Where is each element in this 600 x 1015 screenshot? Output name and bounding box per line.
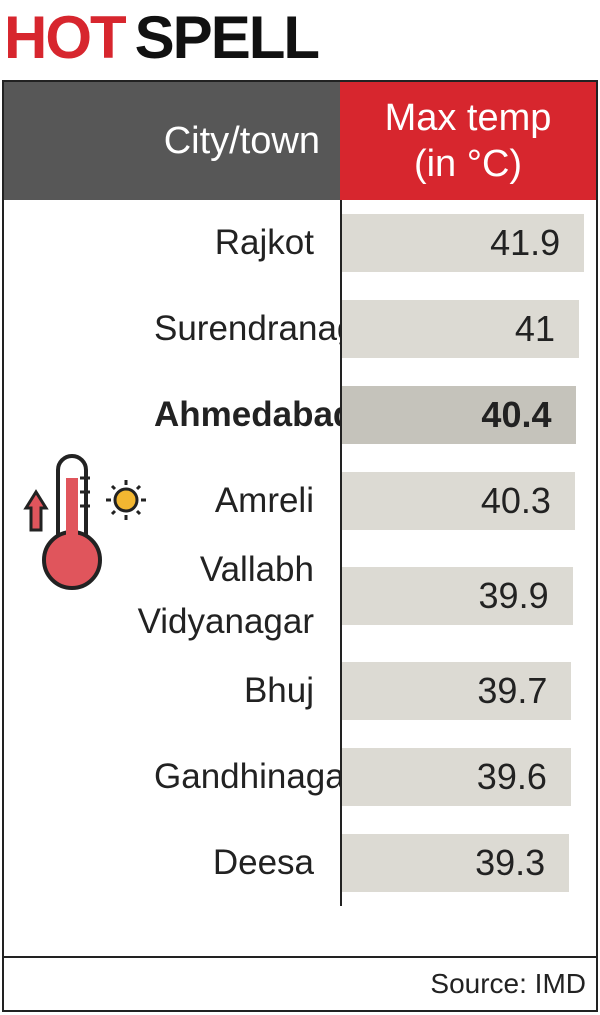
city-name: Deesa <box>212 843 314 882</box>
temp-value: 39.3 <box>475 842 546 883</box>
temp-value: 39.6 <box>476 756 547 797</box>
value-cell: 39.3 <box>340 834 596 892</box>
city-name: Bhuj <box>243 671 314 710</box>
temp-bar: 39.9 <box>342 567 573 625</box>
title-red: HOT <box>4 4 127 71</box>
city-name: Surendranagar <box>154 309 388 348</box>
value-cell: 39.6 <box>340 748 596 806</box>
value-cell: 40.3 <box>340 472 596 530</box>
column-header: City/town <box>4 82 340 200</box>
table-row: Amreli 40.3 <box>4 458 596 544</box>
table-row: Surendranagar 41 <box>4 286 596 372</box>
city-name: Vallabh Vidyanagar <box>137 550 314 641</box>
temp-bar: 39.6 <box>342 748 571 806</box>
city-name: Amreli <box>214 481 314 520</box>
thermometer-icon <box>23 454 146 590</box>
temp-value: 39.9 <box>478 575 549 616</box>
title: HOT SPELL <box>4 2 320 74</box>
temp-bar: 39.7 <box>342 662 572 720</box>
temp-bar: 40.3 <box>342 472 575 530</box>
city-name: Ahmedabad <box>154 395 355 434</box>
table-header: City/town Max temp (in °C) <box>4 82 596 200</box>
column-header: Max temp (in °C) <box>340 82 596 200</box>
temp-value: 39.7 <box>477 670 548 711</box>
temp-bar: 41.9 <box>342 214 585 272</box>
city-name: Rajkot <box>214 223 314 262</box>
table-row: Bhuj 39.7 <box>4 648 596 734</box>
value-cell: 41.9 <box>340 214 596 272</box>
table-row: Ahmedabad 40.4 <box>4 372 596 458</box>
temp-bar: 40.4 <box>342 386 576 444</box>
value-cell: 39.7 <box>340 662 596 720</box>
table-row: Rajkot 41.9 <box>4 200 596 286</box>
value-cell: 40.4 <box>340 386 596 444</box>
value-cell: 39.9 <box>340 567 596 625</box>
temp-bar: 39.3 <box>342 834 570 892</box>
value-cell: 41 <box>340 300 596 358</box>
source: Source: IMD <box>4 956 596 1010</box>
title-black: SPELL <box>134 4 320 71</box>
table-row: Gandhinagar 39.6 <box>4 734 596 820</box>
temp-bar: 41 <box>342 300 579 358</box>
table: City/town Max temp (in °C) Rajkot 41.9 Sur… <box>2 80 598 1012</box>
temp-value: 41 <box>514 308 555 349</box>
temp-value: 40.3 <box>480 480 551 521</box>
temp-value: 40.4 <box>481 394 552 435</box>
temp-value: 41.9 <box>490 222 561 263</box>
table-row: Vallabh Vidyanagar 39.9 <box>4 544 596 648</box>
table-row: Deesa 39.3 <box>4 820 596 906</box>
city-name: Gandhinagar <box>154 757 357 796</box>
table-body: Rajkot 41.9 Surendranagar 41 Ahmedabad 40.4 Am… <box>4 200 596 906</box>
